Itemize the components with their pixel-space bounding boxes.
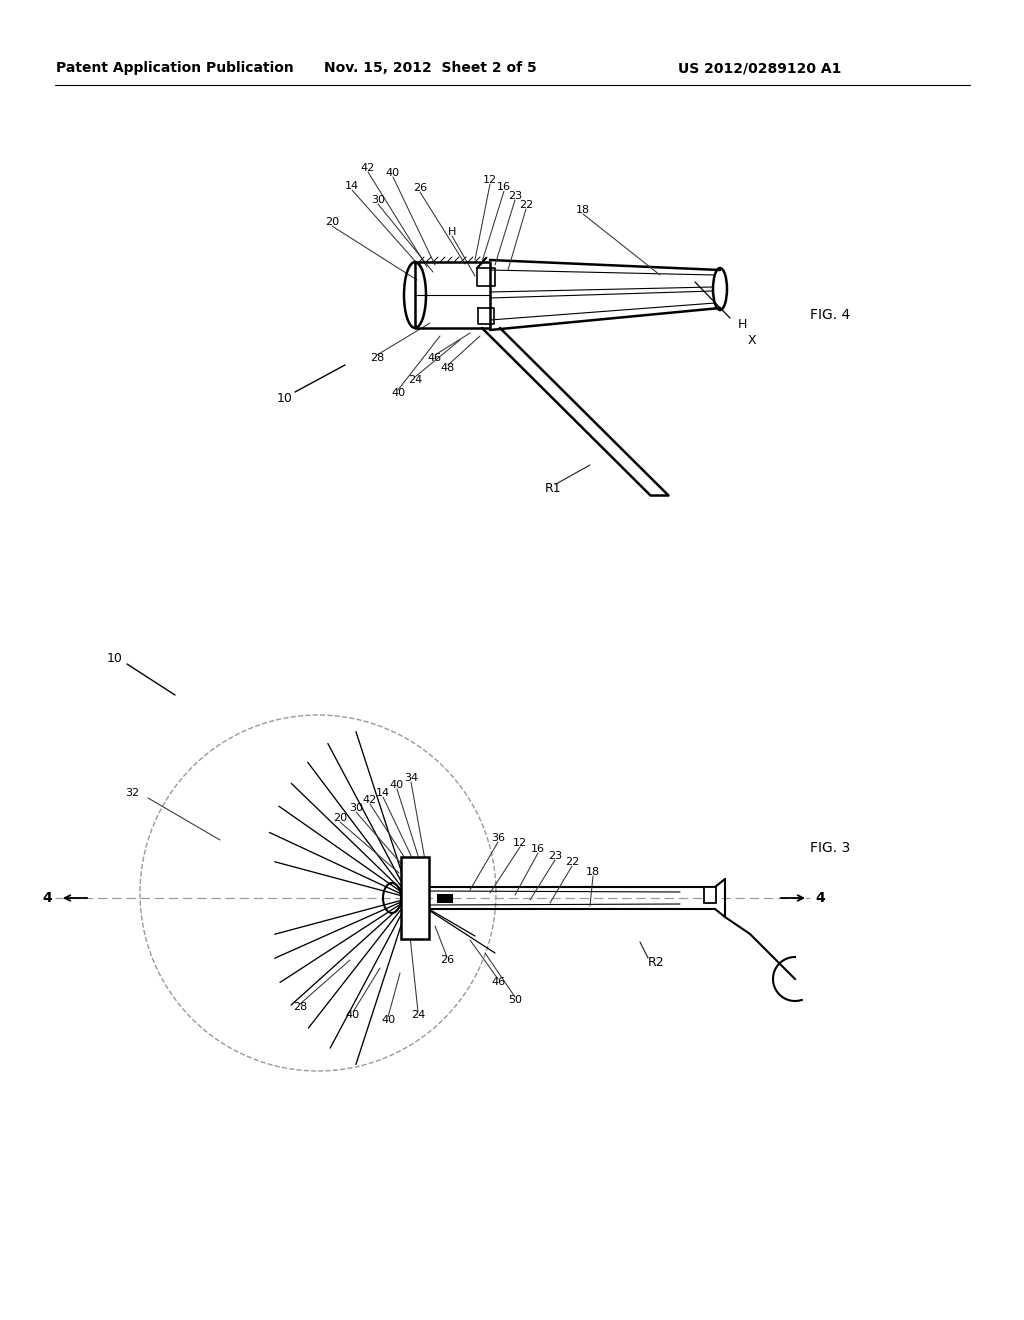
Text: 26: 26 — [413, 183, 427, 193]
Text: 46: 46 — [490, 977, 505, 987]
Text: 20: 20 — [333, 813, 347, 822]
Text: 26: 26 — [440, 954, 454, 965]
Text: 14: 14 — [376, 788, 390, 799]
Text: 20: 20 — [325, 216, 339, 227]
Text: 24: 24 — [408, 375, 422, 385]
Text: 23: 23 — [508, 191, 522, 201]
Text: FIG. 4: FIG. 4 — [810, 308, 850, 322]
Text: 10: 10 — [278, 392, 293, 404]
Text: 23: 23 — [548, 851, 562, 861]
Text: 40: 40 — [386, 168, 400, 178]
Bar — [705, 887, 716, 903]
Text: 30: 30 — [349, 803, 362, 813]
Text: 24: 24 — [411, 1010, 425, 1020]
Text: 18: 18 — [575, 205, 590, 215]
Text: 48: 48 — [441, 363, 455, 374]
Text: H: H — [738, 318, 748, 330]
Text: 40: 40 — [391, 388, 406, 399]
Text: 28: 28 — [293, 1002, 307, 1012]
Text: 16: 16 — [531, 843, 545, 854]
Text: 36: 36 — [490, 833, 505, 843]
Text: 22: 22 — [519, 201, 534, 210]
Text: X: X — [748, 334, 757, 346]
Text: 4: 4 — [42, 891, 52, 906]
Text: 22: 22 — [565, 857, 580, 867]
Text: 28: 28 — [370, 352, 384, 363]
Text: 12: 12 — [483, 176, 497, 185]
Text: 12: 12 — [513, 838, 527, 847]
Text: H: H — [447, 227, 456, 238]
Text: 34: 34 — [403, 774, 418, 783]
Text: Nov. 15, 2012  Sheet 2 of 5: Nov. 15, 2012 Sheet 2 of 5 — [324, 61, 537, 75]
Bar — [437, 894, 453, 903]
Text: 40: 40 — [390, 780, 404, 789]
Text: 10: 10 — [108, 652, 123, 664]
Text: 40: 40 — [381, 1015, 395, 1026]
Text: 16: 16 — [497, 182, 511, 191]
Text: R1: R1 — [545, 482, 561, 495]
Text: US 2012/0289120 A1: US 2012/0289120 A1 — [678, 61, 842, 75]
Text: 18: 18 — [586, 867, 600, 876]
Text: 46: 46 — [428, 352, 442, 363]
Text: Patent Application Publication: Patent Application Publication — [56, 61, 294, 75]
Bar — [401, 857, 429, 939]
Text: 30: 30 — [371, 195, 385, 205]
Text: 32: 32 — [125, 788, 139, 799]
Text: FIG. 3: FIG. 3 — [810, 841, 850, 855]
Text: 14: 14 — [345, 181, 359, 191]
Text: 42: 42 — [360, 162, 375, 173]
Text: 50: 50 — [508, 995, 522, 1005]
Text: 4: 4 — [815, 891, 825, 906]
Text: R2: R2 — [648, 957, 665, 969]
Text: 40: 40 — [346, 1010, 360, 1020]
Text: 42: 42 — [362, 795, 377, 805]
